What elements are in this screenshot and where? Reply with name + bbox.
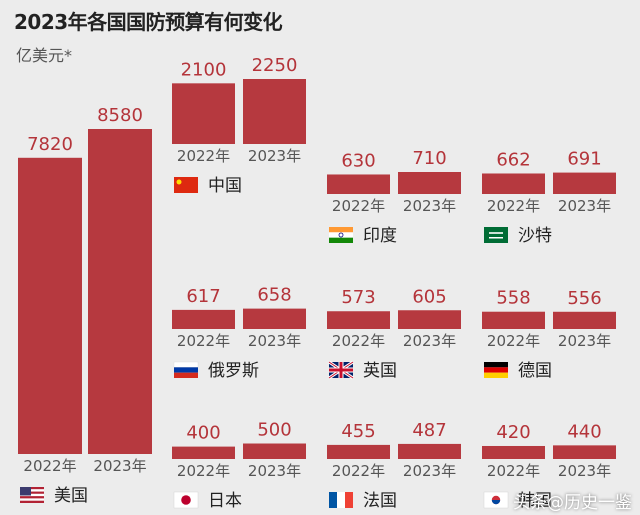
value-label: 658 (257, 285, 291, 306)
value-label: 605 (412, 286, 446, 307)
bar (553, 445, 616, 459)
bar (243, 79, 306, 144)
china-flag-icon (174, 177, 198, 193)
year-label: 2022年 (23, 457, 76, 475)
value-label: 630 (341, 150, 375, 171)
bar (327, 311, 390, 329)
bar (398, 443, 461, 459)
bar (398, 310, 461, 329)
bar (172, 309, 235, 329)
year-label: 2022年 (332, 462, 385, 480)
bar (327, 174, 390, 194)
value-label: 455 (341, 421, 375, 442)
bar (172, 83, 235, 144)
bar (18, 157, 82, 454)
year-label: 2023年 (248, 332, 301, 350)
year-label: 2022年 (332, 197, 385, 215)
country-name: 印度 (363, 226, 397, 246)
country-name: 沙特 (518, 226, 552, 246)
country-name: 美国 (54, 486, 88, 506)
value-label: 2100 (181, 59, 227, 80)
year-label: 2022年 (487, 462, 540, 480)
year-label: 2023年 (403, 462, 456, 480)
bar (482, 173, 545, 194)
year-label: 2023年 (248, 462, 301, 480)
value-label: 420 (496, 422, 530, 443)
value-label: 2250 (252, 55, 298, 76)
korea-flag-icon (483, 491, 509, 509)
value-label: 662 (496, 149, 530, 170)
chart-title: 2023年各国国防预算有何变化 (14, 10, 283, 34)
year-label: 2022年 (177, 332, 230, 350)
bar (327, 444, 390, 459)
russia-flag-icon (173, 361, 199, 378)
germany-flag-icon (484, 362, 508, 378)
bar (553, 311, 616, 329)
value-label: 617 (186, 286, 220, 307)
value-label: 400 (186, 423, 220, 444)
bar (243, 308, 306, 329)
value-label: 440 (567, 421, 601, 442)
year-label: 2022年 (487, 332, 540, 350)
country-name: 英国 (363, 361, 397, 381)
year-label: 2023年 (403, 197, 456, 215)
country-name: 韩国 (518, 491, 552, 511)
year-label: 2022年 (177, 147, 230, 165)
value-label: 487 (412, 420, 446, 441)
country-name: 俄罗斯 (208, 361, 259, 381)
year-label: 2023年 (248, 147, 301, 165)
bar (482, 311, 545, 329)
country-name: 日本 (208, 491, 242, 511)
value-label: 8580 (97, 105, 143, 126)
india-flag-icon (329, 227, 353, 243)
year-label: 2022年 (487, 197, 540, 215)
value-label: 7820 (27, 134, 73, 155)
year-label: 2023年 (93, 457, 146, 475)
year-label: 2023年 (558, 197, 611, 215)
us-flag-icon (20, 487, 44, 503)
bar (243, 443, 306, 459)
year-label: 2023年 (558, 462, 611, 480)
bar (88, 129, 152, 454)
value-label: 500 (257, 420, 291, 441)
year-label: 2023年 (403, 332, 456, 350)
value-label: 558 (496, 288, 530, 309)
year-label: 2022年 (177, 462, 230, 480)
bar (398, 172, 461, 194)
country-name: 中国 (208, 176, 242, 196)
bar (482, 445, 545, 459)
japan-flag-icon (173, 491, 199, 509)
bar (553, 172, 616, 194)
bar (172, 446, 235, 459)
value-label: 556 (567, 288, 601, 309)
country-name: 德国 (518, 361, 552, 381)
unit-label: 亿美元* (16, 46, 73, 65)
year-label: 2023年 (558, 332, 611, 350)
saudi-flag-icon (484, 227, 508, 243)
uk-flag-icon (328, 360, 354, 380)
value-label: 691 (567, 149, 601, 170)
watermark: 头条@历史一鉴 (513, 493, 632, 513)
value-label: 573 (341, 287, 375, 308)
value-label: 710 (412, 148, 446, 169)
france-flag-icon (329, 492, 353, 508)
country-name: 法国 (363, 491, 397, 511)
year-label: 2022年 (332, 332, 385, 350)
